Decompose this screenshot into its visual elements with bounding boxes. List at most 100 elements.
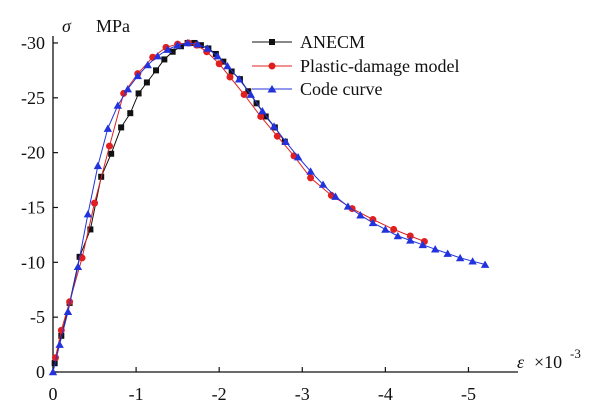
data-point-anecm xyxy=(262,113,269,120)
data-point-code-curve xyxy=(143,60,152,69)
data-point-plastic-damage-model xyxy=(91,199,99,207)
data-point-plastic-damage-model xyxy=(273,132,281,140)
x-tick-label: -4 xyxy=(378,384,393,404)
data-point-code-curve xyxy=(223,62,232,70)
legend-label-code-curve: Code curve xyxy=(300,79,382,99)
data-point-anecm xyxy=(118,124,125,131)
data-point-code-curve xyxy=(83,210,93,218)
y-tick-label: -30 xyxy=(21,33,45,53)
y-axis-ticks: 0 -5 -10 -15 -20 -25 -30 xyxy=(21,33,58,382)
series-code-curve xyxy=(48,38,490,376)
y-axis-label: σ MPa xyxy=(62,16,130,36)
data-point-anecm xyxy=(228,68,235,75)
y-tick-label: 0 xyxy=(36,362,45,382)
x-axis-label: ε ×10 -3 xyxy=(517,346,581,372)
data-point-plastic-damage-model xyxy=(226,73,234,81)
y-tick-label: -15 xyxy=(21,197,45,217)
x-axis-symbol: ε xyxy=(517,352,525,372)
y-tick-label: -10 xyxy=(21,252,45,272)
data-point-anecm xyxy=(169,48,176,55)
legend-item-anecm: ANECM xyxy=(252,32,365,52)
data-point-code-curve xyxy=(306,167,315,175)
data-point-code-curve xyxy=(343,202,353,210)
data-point-code-curve xyxy=(113,101,123,109)
data-point-code-curve xyxy=(48,368,58,376)
data-point-code-curve xyxy=(133,71,142,80)
y-axis-unit: MPa xyxy=(96,16,130,36)
axes: 0 -5 -10 -15 -20 -25 -30 0 -1 -2 -3 -4 -5 xyxy=(21,33,518,404)
x-axis-unit-base: ×10 xyxy=(534,352,562,372)
data-point-anecm xyxy=(143,79,150,86)
data-point-code-curve xyxy=(123,85,132,93)
data-point-anecm xyxy=(161,56,168,63)
data-point-plastic-damage-model xyxy=(215,60,223,68)
data-point-plastic-damage-model xyxy=(106,142,114,150)
data-point-anecm xyxy=(135,90,142,97)
legend-marker-plastic-damage xyxy=(268,62,276,70)
data-point-code-curve xyxy=(103,124,113,132)
data-point-plastic-damage-model xyxy=(307,174,315,182)
data-point-anecm xyxy=(177,43,184,50)
data-point-code-curve xyxy=(318,180,328,188)
data-point-code-curve xyxy=(173,41,182,49)
y-tick-label: -20 xyxy=(21,143,45,163)
data-point-plastic-damage-model xyxy=(390,225,398,233)
y-tick-label: -25 xyxy=(21,88,45,108)
data-point-anecm xyxy=(212,50,219,57)
data-point-code-curve xyxy=(480,260,490,268)
data-point-code-curve xyxy=(368,218,378,227)
legend-marker-anecm xyxy=(269,39,275,45)
data-point-plastic-damage-model xyxy=(240,91,248,99)
data-point-anecm xyxy=(127,110,134,117)
x-tick-label: -2 xyxy=(212,384,227,404)
data-point-code-curve xyxy=(293,153,303,161)
data-point-plastic-damage-model xyxy=(406,232,414,240)
x-tick-label: -5 xyxy=(461,384,476,404)
x-tick-label: -3 xyxy=(295,384,310,404)
y-tick-label: -5 xyxy=(30,307,45,327)
data-point-code-curve xyxy=(393,232,403,240)
data-point-code-curve xyxy=(443,249,452,257)
data-point-anecm xyxy=(153,67,160,74)
data-point-code-curve xyxy=(73,262,83,271)
data-point-code-curve xyxy=(258,106,267,115)
x-tick-label: -1 xyxy=(129,384,144,404)
data-point-code-curve xyxy=(418,240,427,249)
x-axis-ticks: 0 -1 -2 -3 -4 -5 xyxy=(49,367,476,404)
x-axis-unit-exponent: -3 xyxy=(570,346,581,361)
data-point-code-curve xyxy=(331,192,340,200)
data-point-code-curve xyxy=(234,75,244,83)
x-tick-label: 0 xyxy=(49,384,58,404)
data-point-code-curve xyxy=(246,90,255,98)
data-point-code-curve xyxy=(193,40,202,48)
data-point-code-curve xyxy=(55,340,64,348)
data-point-anecm xyxy=(87,226,94,233)
data-point-code-curve xyxy=(406,236,415,244)
data-point-code-curve xyxy=(281,137,290,145)
data-point-code-curve xyxy=(431,245,440,253)
legend-marker-code-curve xyxy=(267,85,277,93)
data-point-code-curve xyxy=(203,44,212,52)
data-point-anecm xyxy=(108,150,115,157)
legend: ANECM Plastic-damage model Code curve xyxy=(252,32,459,99)
legend-label-plastic-damage: Plastic-damage model xyxy=(300,56,459,76)
data-point-code-curve xyxy=(455,253,465,262)
data-point-code-curve xyxy=(213,52,222,60)
data-point-code-curve xyxy=(183,38,192,47)
series-line-code-curve xyxy=(52,42,486,373)
y-axis-symbol: σ xyxy=(62,16,72,36)
data-point-code-curve xyxy=(63,307,73,315)
legend-item-code-curve: Code curve xyxy=(252,79,382,99)
legend-label-anecm: ANECM xyxy=(300,32,365,52)
data-point-code-curve xyxy=(381,225,390,233)
data-point-code-curve xyxy=(356,211,365,219)
data-point-code-curve xyxy=(93,161,103,170)
data-point-code-curve xyxy=(468,257,477,265)
data-point-anecm xyxy=(58,332,65,339)
legend-item-plastic-damage: Plastic-damage model xyxy=(252,56,459,76)
data-point-code-curve xyxy=(163,45,172,53)
data-point-plastic-damage-model xyxy=(257,112,265,120)
data-point-code-curve xyxy=(153,52,162,60)
series-layer xyxy=(48,38,490,376)
